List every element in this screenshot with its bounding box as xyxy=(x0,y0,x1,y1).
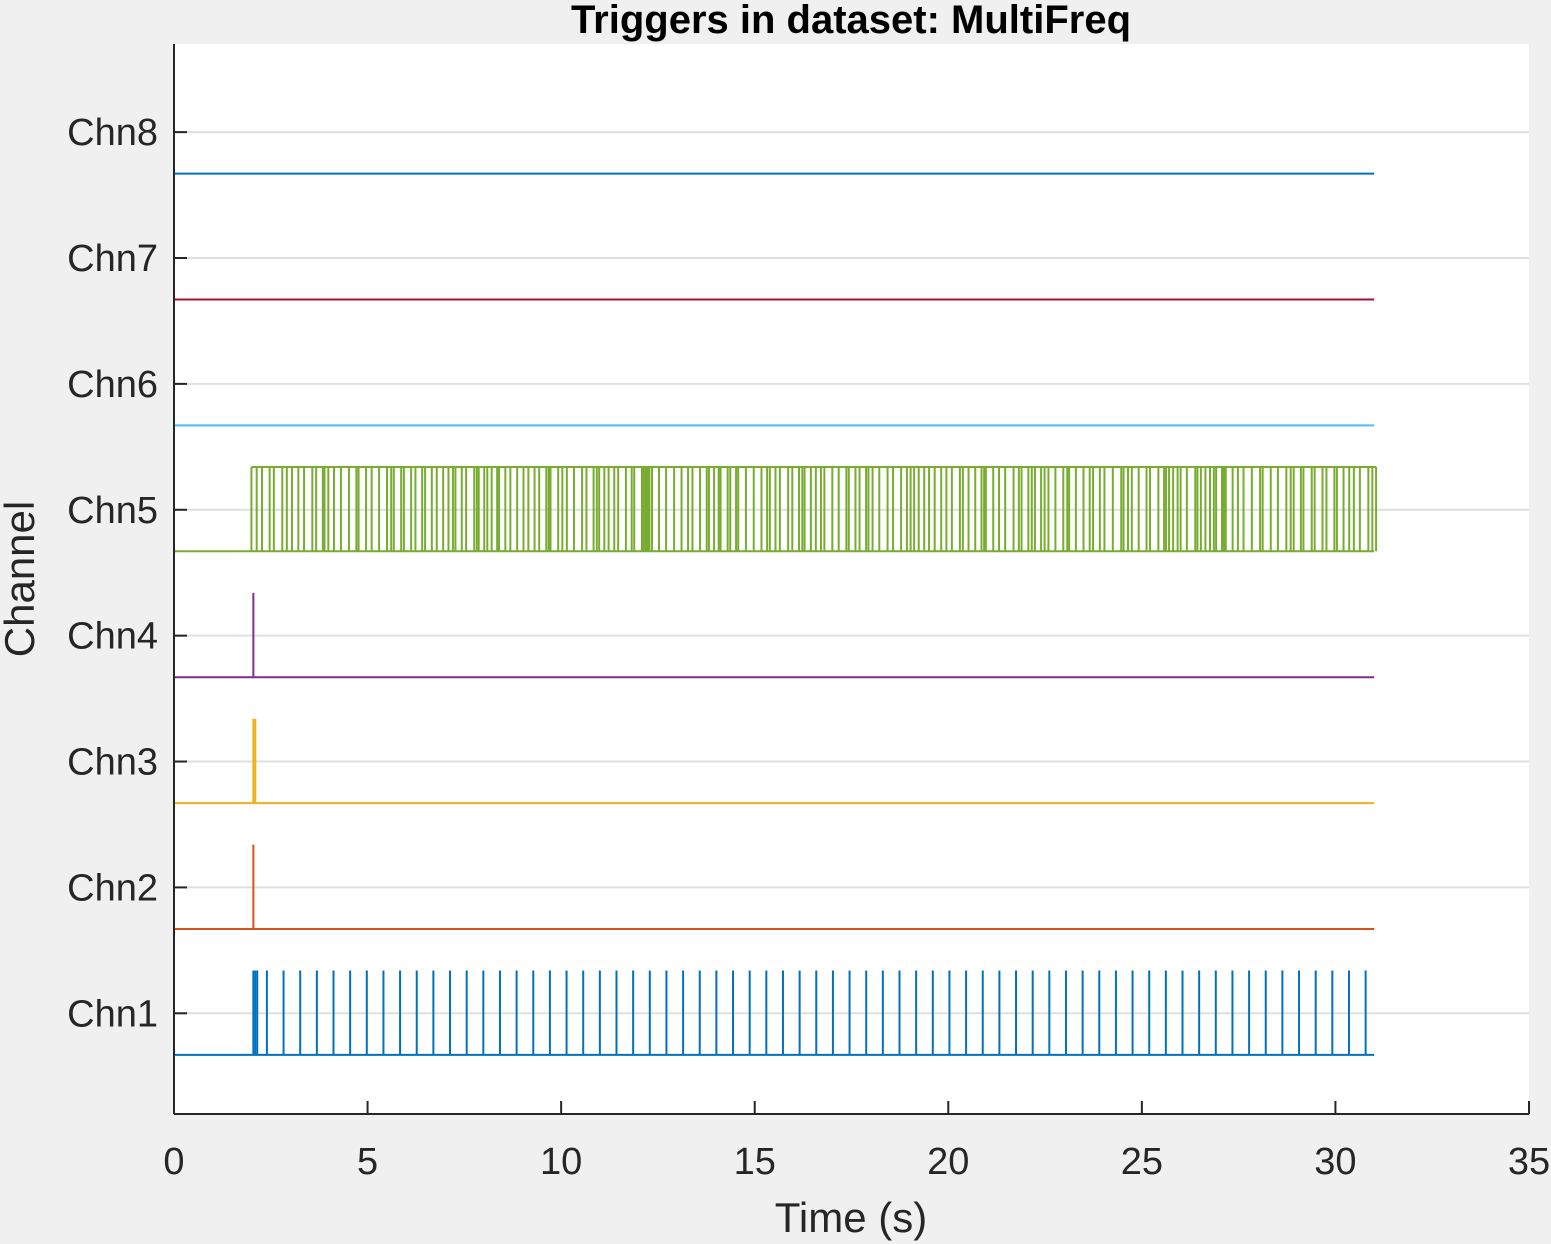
series-group xyxy=(174,172,1378,1056)
x-tick-label: 0 xyxy=(163,1141,184,1183)
series-chn2 xyxy=(174,844,1375,930)
y-tick-label: Chn1 xyxy=(67,993,158,1035)
y-ticks: Chn1 Chn2 Chn3 Chn4 Chn5 Chn6 Chn7 Chn8 xyxy=(67,112,187,1035)
series-chn4 xyxy=(174,592,1375,679)
series-chn1 xyxy=(174,970,1375,1056)
y-tick-label: Chn8 xyxy=(67,112,158,154)
y-tick-label: Chn3 xyxy=(67,742,158,784)
y-tick-label: Chn6 xyxy=(67,364,158,406)
x-tick-label: 30 xyxy=(1314,1141,1356,1183)
x-tick-label: 15 xyxy=(734,1141,776,1183)
chart-title: Triggers in dataset: MultiFreq xyxy=(571,0,1131,42)
x-tick-label: 20 xyxy=(927,1141,969,1183)
y-tick-label: Chn7 xyxy=(67,238,158,280)
y-tick-label: Chn2 xyxy=(67,867,158,909)
plot-area xyxy=(174,44,1529,1114)
series-chn3 xyxy=(174,718,1375,805)
y-tick-label: Chn5 xyxy=(67,490,158,532)
x-tick-label: 35 xyxy=(1508,1141,1550,1183)
x-ticks: 0 5 10 15 20 25 30 35 xyxy=(163,1101,1550,1183)
x-axis-label: Time (s) xyxy=(775,1194,927,1241)
x-tick-label: 25 xyxy=(1121,1141,1163,1183)
grid-lines xyxy=(174,131,1529,1015)
x-tick-label: 10 xyxy=(540,1141,582,1183)
y-axis-label: Channel xyxy=(0,501,43,657)
y-tick-label: Chn4 xyxy=(67,616,158,658)
series-chn5 xyxy=(174,465,1378,553)
axes xyxy=(173,44,1529,1115)
x-tick-label: 5 xyxy=(357,1141,378,1183)
